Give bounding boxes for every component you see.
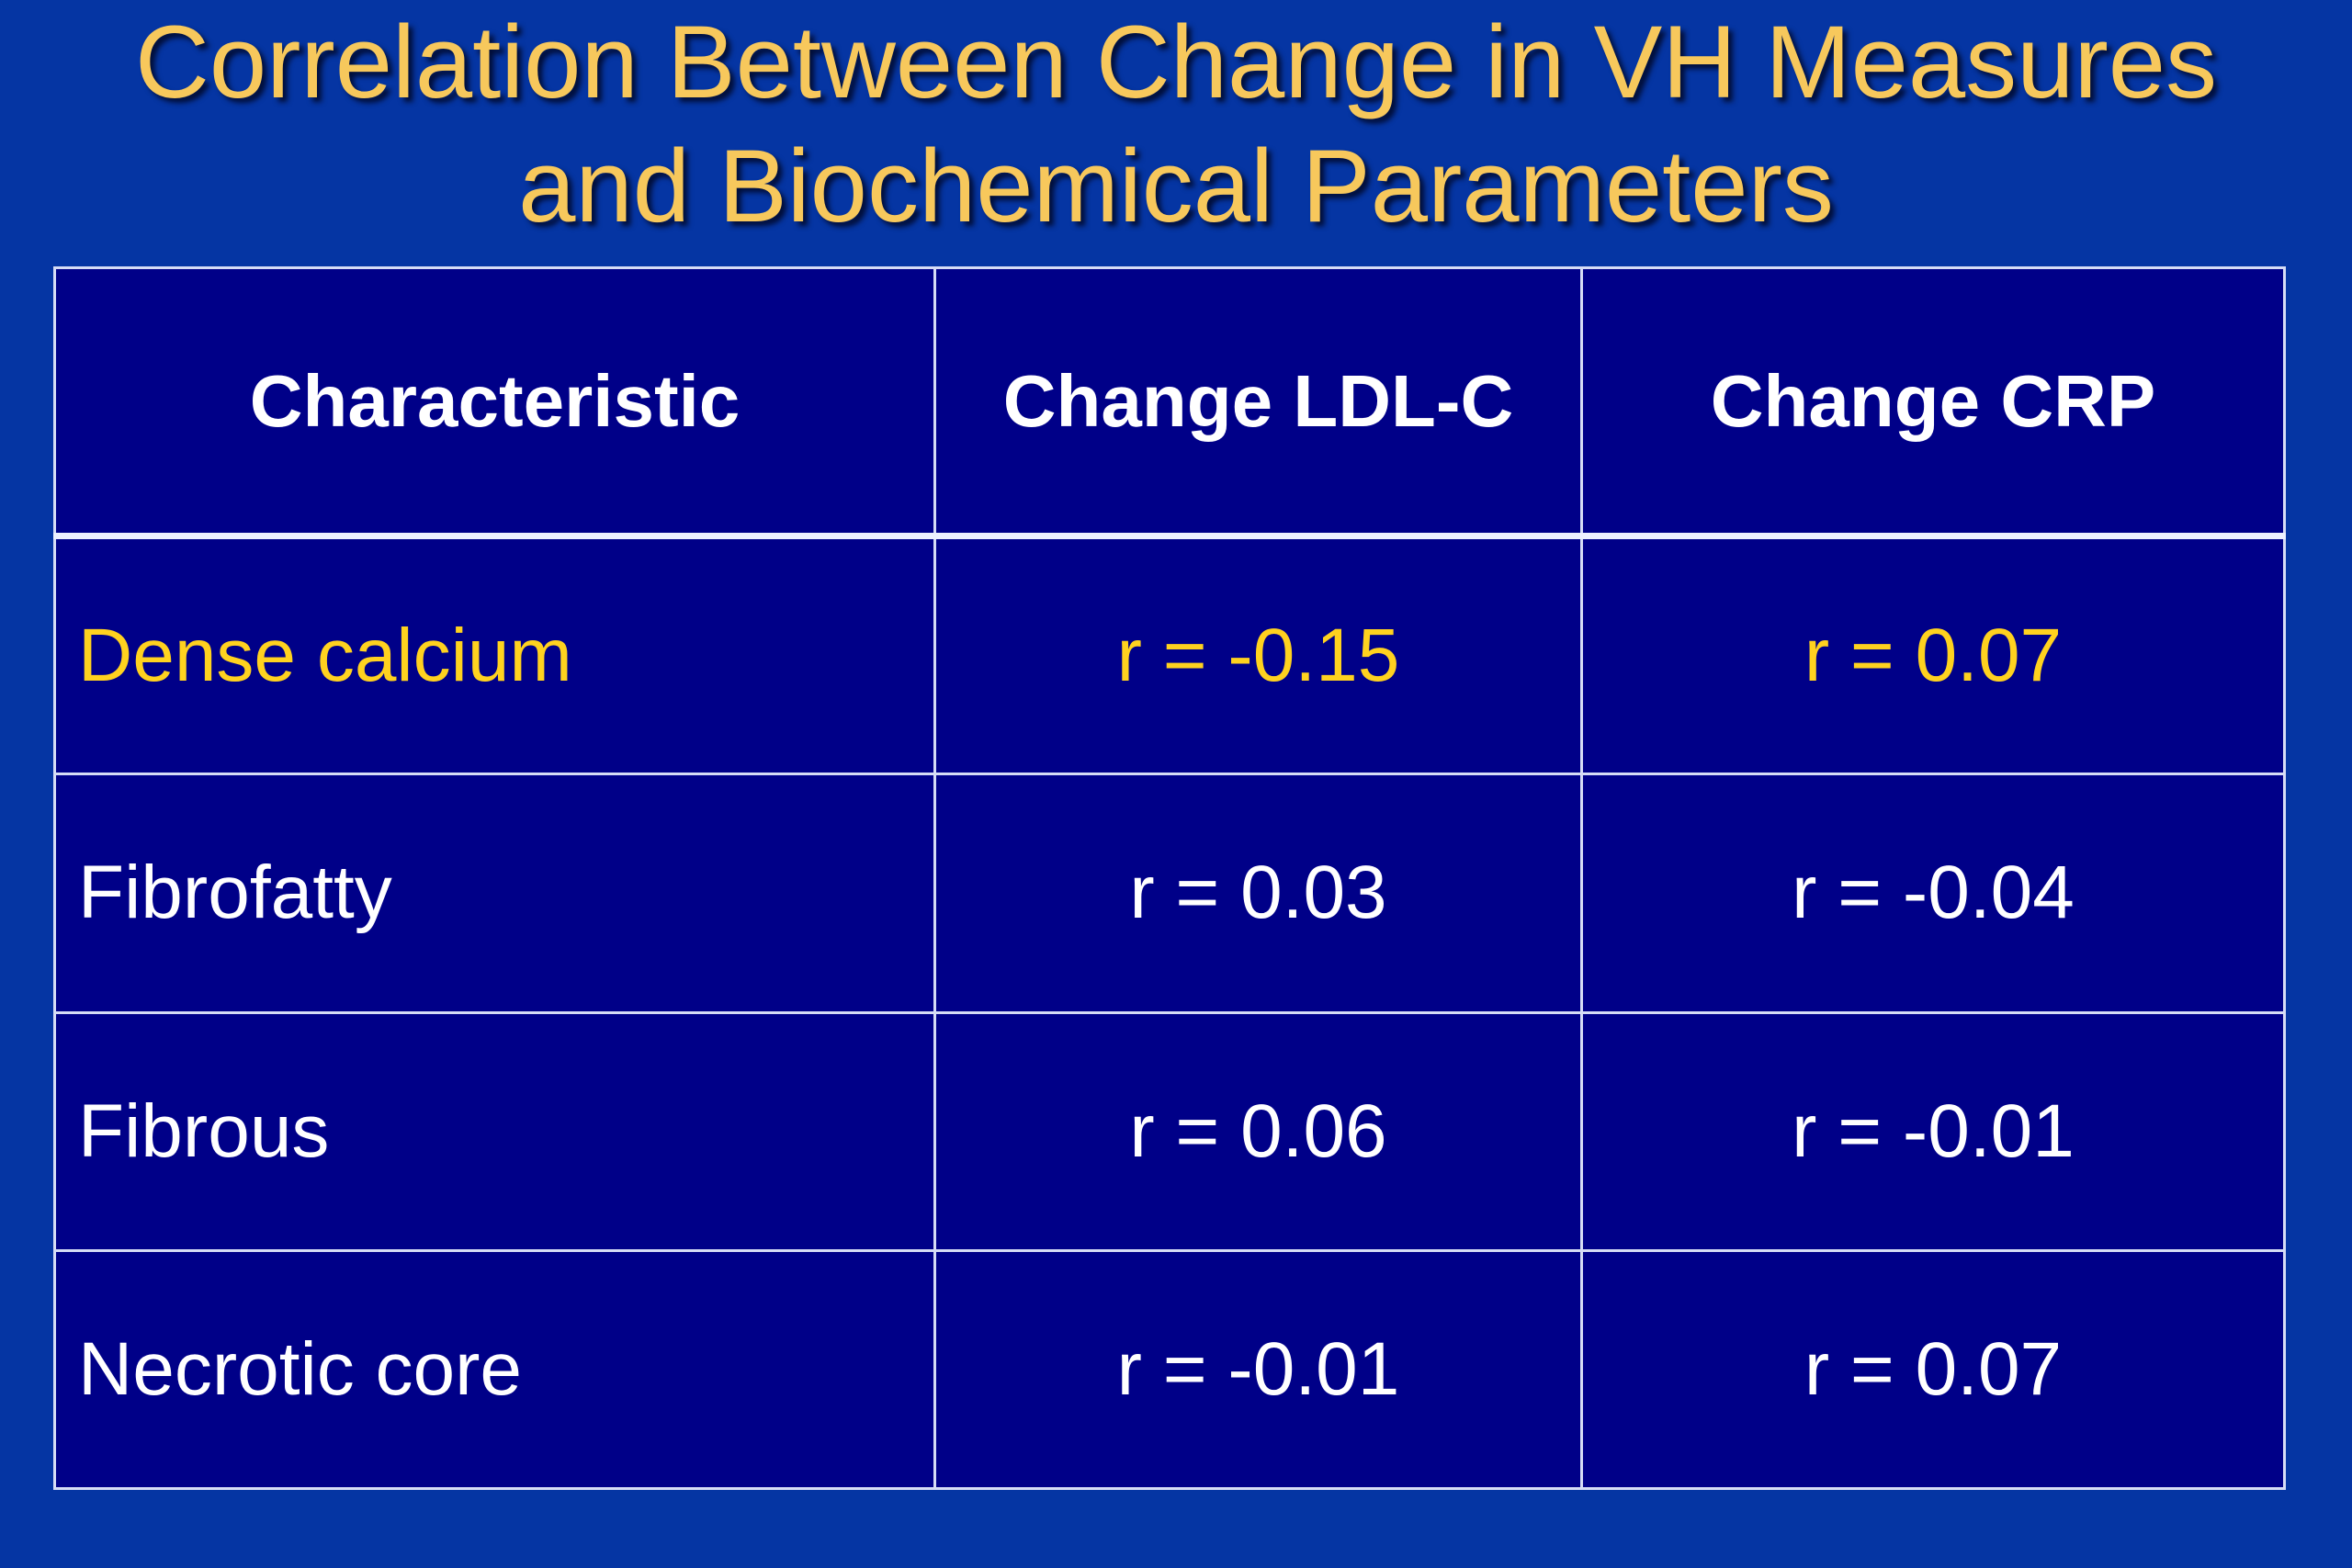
table-row: Fibrous r = 0.06 r = -0.01	[53, 1010, 2286, 1252]
characteristic-cell: Necrotic core	[53, 1248, 936, 1491]
slide-title-line-1: Correlation Between Change in VH Measure…	[134, 5, 2218, 119]
ldl-correlation-cell: r = -0.15	[933, 534, 1583, 776]
ldl-correlation-cell: r = 0.06	[933, 1010, 1583, 1252]
ldl-correlation-cell: r = -0.01	[933, 1248, 1583, 1491]
table-row: Fibrofatty r = 0.03 r = -0.04	[53, 773, 2286, 1014]
crp-correlation-cell: r = -0.01	[1580, 1010, 2286, 1252]
column-header-change-ldl-c: Change LDL-C	[933, 266, 1583, 539]
table-row: Dense calcium r = -0.15 r = 0.07	[53, 534, 2286, 776]
ldl-correlation-cell: r = 0.03	[933, 773, 1583, 1014]
slide-title-line-2: and Biochemical Parameters	[518, 129, 1834, 243]
characteristic-cell: Fibrofatty	[53, 773, 936, 1014]
column-header-characteristic: Characteristic	[53, 266, 936, 539]
table-row: Necrotic core r = -0.01 r = 0.07	[53, 1248, 2286, 1491]
crp-correlation-cell: r = 0.07	[1580, 534, 2286, 776]
correlation-table: Characteristic Change LDL-C Change CRP D…	[53, 266, 2286, 1491]
crp-correlation-cell: r = 0.07	[1580, 1248, 2286, 1491]
table-header-row: Characteristic Change LDL-C Change CRP	[53, 266, 2286, 539]
crp-correlation-cell: r = -0.04	[1580, 773, 2286, 1014]
slide-title: Correlation Between Change in VH Measure…	[0, 0, 2352, 248]
characteristic-cell: Fibrous	[53, 1010, 936, 1252]
column-header-change-crp: Change CRP	[1580, 266, 2286, 539]
characteristic-cell: Dense calcium	[53, 534, 936, 776]
